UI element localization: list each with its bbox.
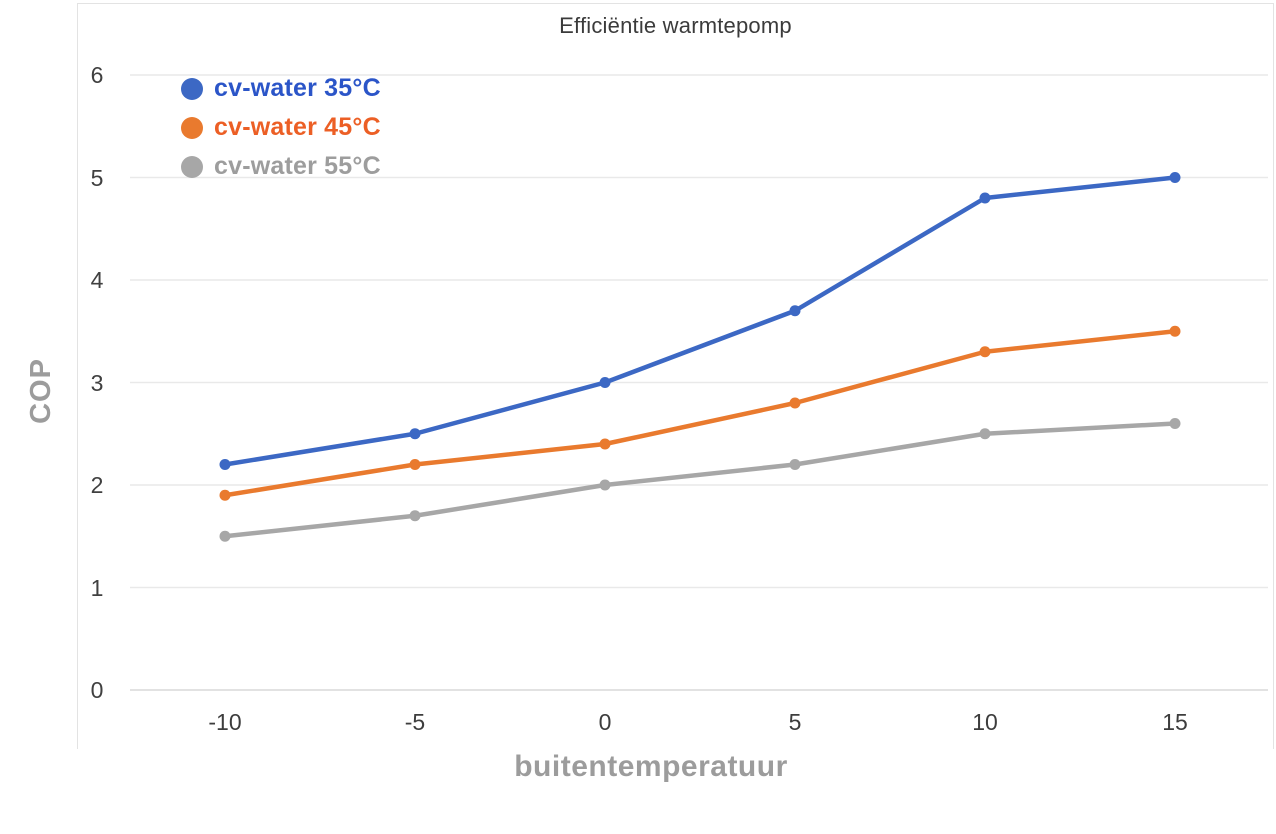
data-point [789, 459, 801, 470]
legend-marker-icon [181, 155, 203, 178]
legend-item-cv-water-35: cv-water 35°C [181, 74, 381, 102]
series-line [222, 421, 1178, 539]
y-axis-title: COP [25, 358, 57, 424]
data-point [409, 428, 421, 440]
data-point [1169, 172, 1181, 183]
data-point [1169, 325, 1181, 337]
data-point [979, 428, 991, 440]
x-tick-label: 15 [1162, 709, 1188, 735]
data-point [219, 459, 231, 470]
data-point [599, 438, 611, 450]
y-tick-label: 5 [90, 164, 104, 191]
legend-item-cv-water-55: cv-water 55°C [181, 152, 381, 180]
data-point [789, 305, 801, 317]
legend-marker-icon [181, 77, 203, 100]
y-tick-label: 2 [90, 472, 104, 498]
data-point [219, 489, 231, 501]
data-point [1169, 418, 1181, 429]
data-point [409, 510, 421, 522]
data-point [599, 479, 611, 491]
y-tick-label: 6 [90, 62, 104, 88]
legend-label: cv-water 55°C [214, 152, 381, 180]
x-tick-label: 0 [598, 709, 612, 735]
data-point [979, 192, 991, 204]
x-tick-label: -5 [404, 709, 426, 735]
x-tick-label: 5 [788, 709, 802, 735]
y-tick-label: 4 [90, 267, 104, 293]
legend-label: cv-water 45°C [214, 113, 381, 141]
legend-label: cv-water 35°C [214, 74, 381, 102]
chart-panel [77, 3, 1274, 749]
chart-legend: cv-water 35°C cv-water 45°C cv-water 55°… [181, 74, 381, 180]
data-point [219, 530, 231, 542]
data-point [599, 377, 611, 388]
data-point [789, 397, 801, 409]
x-axis-title: buitentemperatuur [514, 750, 788, 783]
legend-marker-icon [181, 116, 203, 139]
series-line [222, 175, 1178, 467]
x-tick-label: 10 [972, 709, 998, 735]
chart-title: Efficiëntie warmtepomp [559, 13, 792, 38]
legend-item-cv-water-45: cv-water 45°C [181, 113, 381, 141]
data-point [409, 459, 421, 470]
x-tick-label: -10 [208, 709, 242, 735]
y-tick-label: 3 [90, 369, 104, 396]
y-tick-label: 0 [90, 677, 104, 703]
y-tick-label: 1 [90, 574, 104, 601]
series-line [222, 329, 1178, 498]
data-point [979, 346, 991, 358]
